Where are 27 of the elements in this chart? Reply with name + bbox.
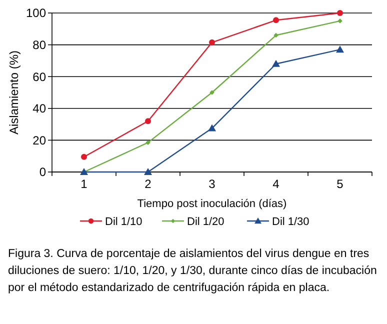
x-tick-label: 2 (144, 177, 152, 191)
x-tick-label: 4 (272, 177, 280, 191)
point (81, 154, 87, 160)
point (273, 17, 279, 24)
point (272, 60, 280, 67)
point (144, 168, 152, 175)
legend-label: Dil 1/30 (272, 216, 310, 228)
point (208, 124, 216, 132)
point (337, 10, 343, 16)
point (274, 32, 278, 38)
x-tick-label: 3 (208, 177, 216, 191)
y-tick-label: 60 (32, 70, 46, 84)
y-tick-label: 80 (32, 38, 46, 52)
legend-label: Dil 1/10 (105, 216, 142, 228)
point (209, 39, 215, 46)
x-axis-title: Tiempo post inoculación (días) (137, 198, 287, 210)
y-axis-title: Aislamiento (%) (7, 50, 21, 135)
y-tick-label: 100 (26, 6, 46, 20)
y-tick-label: 20 (32, 133, 46, 148)
x-tick-label: 1 (80, 177, 88, 191)
y-tick-label: 40 (32, 102, 46, 116)
y-tick-label: 0 (39, 165, 46, 180)
point (336, 46, 344, 53)
point (145, 118, 151, 124)
legend-label: Dil 1/20 (187, 216, 224, 228)
text: Figura 3. Curva de porcentaje de aislamientos del virus dengue en tres diluciones de suero: 1/10, 1/20, y 1/30, durante cinco días de incubación por el método estandarizado de centrifugación rápida en placa. (8, 248, 377, 294)
x-tick-label: 5 (336, 177, 344, 191)
